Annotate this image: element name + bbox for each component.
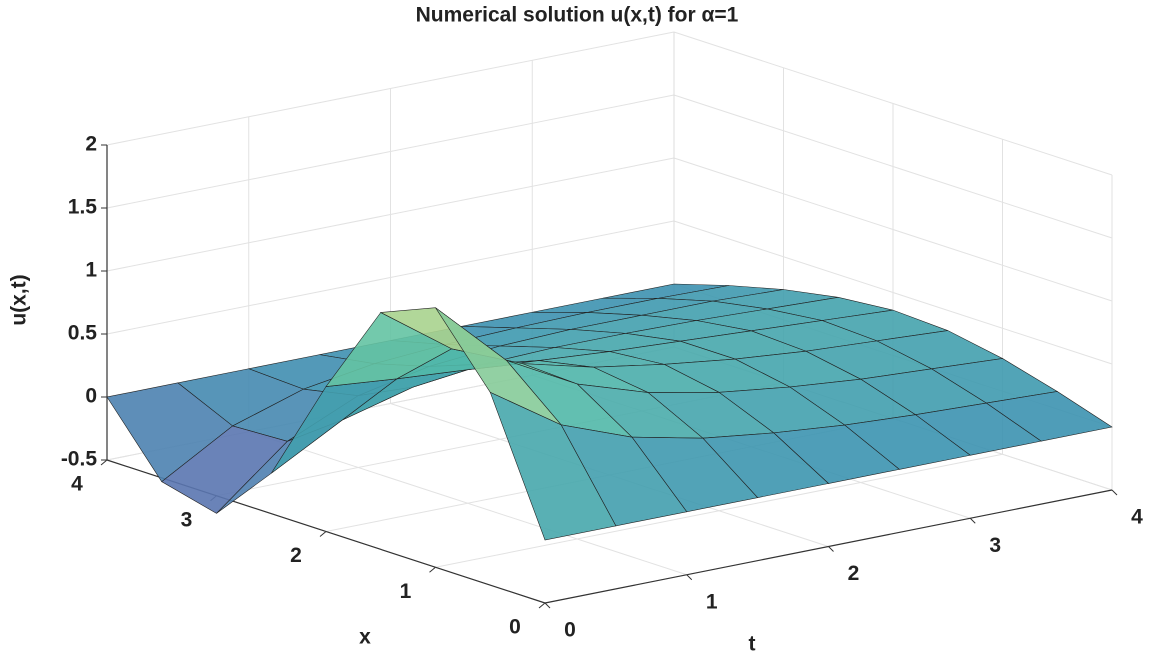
x-tick-label: 3 [181, 508, 193, 531]
z-tick-label: 0.5 [68, 322, 98, 345]
x-tick-label: 4 [71, 473, 83, 496]
z-tick-label: 1 [85, 259, 97, 282]
tick-mark [538, 602, 546, 609]
tick-mark [828, 546, 834, 552]
axis-line [544, 489, 1113, 604]
surface-patch [489, 391, 617, 541]
tick-mark [544, 602, 551, 609]
tick-mark [969, 517, 976, 524]
tick-mark [319, 531, 327, 537]
t-axis-label: t [749, 633, 756, 656]
z-tick-label: 2 [85, 133, 97, 156]
tick-mark [1111, 489, 1118, 496]
chart-title: Numerical solution u(x,t) for α=1 [416, 4, 739, 27]
x-tick-label: 1 [706, 590, 718, 613]
tick-mark [686, 574, 693, 581]
tick-mark [429, 566, 436, 573]
x-tick-label: 3 [989, 534, 1001, 557]
x-tick-label: 0 [564, 619, 576, 642]
x-tick-label: 0 [509, 616, 521, 639]
z-tick-label: 1.5 [68, 196, 98, 219]
z-axis-label: u(x,t) [8, 274, 31, 325]
grid-line [248, 431, 687, 576]
x-tick-label: 2 [290, 544, 302, 567]
surface [106, 283, 1113, 541]
x-axis-label: x [359, 626, 371, 649]
x-tick-label: 4 [1131, 506, 1143, 529]
z-tick-label: 0 [85, 385, 97, 408]
x-tick-label: 2 [848, 562, 860, 585]
x-tick-label: 1 [400, 580, 412, 603]
z-tick-label: -0.5 [61, 448, 98, 471]
tick-mark [100, 459, 108, 466]
